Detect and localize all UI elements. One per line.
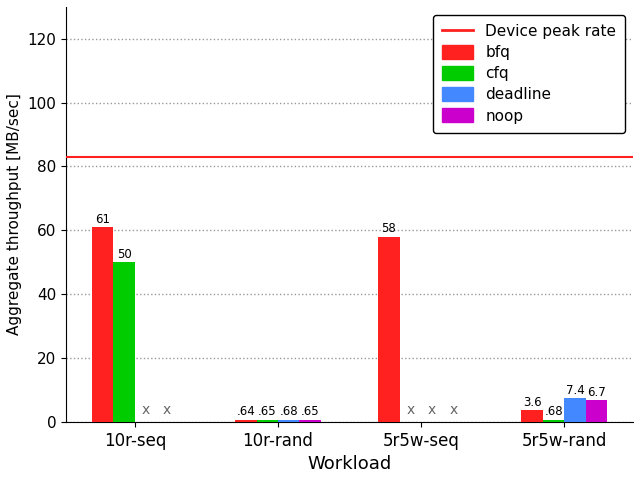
Text: 58: 58 (381, 222, 396, 235)
Bar (278, 420, 300, 422)
Bar (378, 237, 400, 422)
Text: x: x (163, 403, 171, 417)
Bar (543, 420, 564, 422)
Text: 7.4: 7.4 (566, 384, 584, 396)
Bar (300, 420, 321, 422)
Text: .68: .68 (280, 405, 298, 418)
Text: .65: .65 (301, 405, 319, 418)
Text: .64: .64 (236, 405, 255, 418)
Bar (586, 400, 607, 422)
Text: x: x (449, 403, 458, 417)
Bar (564, 398, 586, 422)
Text: .68: .68 (544, 405, 563, 418)
Text: 50: 50 (116, 248, 131, 261)
Text: 6.7: 6.7 (587, 386, 606, 399)
Bar (235, 420, 257, 422)
Text: x: x (141, 403, 150, 417)
Legend: Device peak rate, bfq, cfq, deadline, noop: Device peak rate, bfq, cfq, deadline, no… (433, 14, 625, 132)
Text: x: x (406, 403, 415, 417)
Bar (522, 410, 543, 422)
Bar (92, 227, 113, 422)
Text: .65: .65 (258, 405, 276, 418)
Text: x: x (428, 403, 436, 417)
X-axis label: Workload: Workload (307, 455, 392, 473)
Y-axis label: Aggregate throughput [MB/sec]: Aggregate throughput [MB/sec] (7, 94, 22, 336)
Text: 3.6: 3.6 (523, 396, 541, 408)
Bar (113, 262, 135, 422)
Text: 61: 61 (95, 213, 110, 226)
Bar (257, 420, 278, 422)
